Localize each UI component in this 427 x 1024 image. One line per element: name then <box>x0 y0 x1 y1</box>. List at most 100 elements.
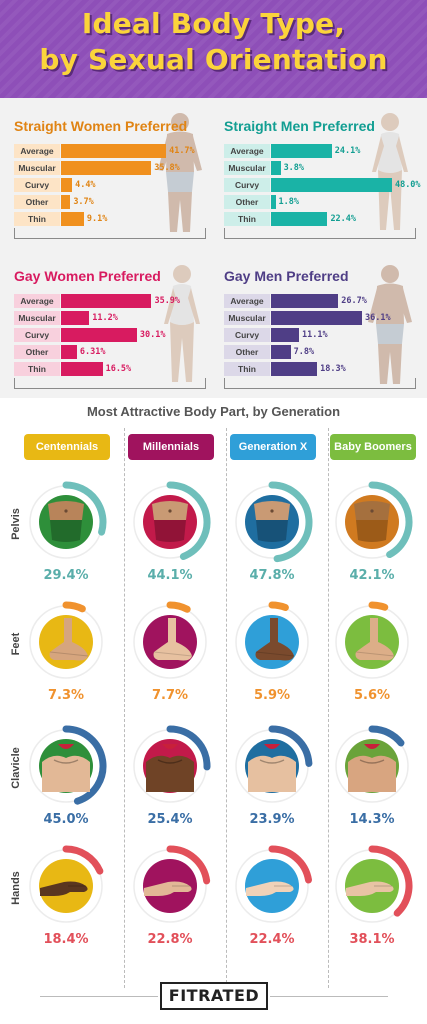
percentage-label: 25.4% <box>147 812 193 827</box>
donut-gauge <box>29 601 103 679</box>
title-line-1: Ideal Body Type, <box>81 7 346 40</box>
pelvis-icon <box>152 501 188 542</box>
bar-row: Thin 22.4% <box>224 212 424 226</box>
gauge-arc <box>368 725 405 747</box>
generation-header: Centennials <box>24 434 110 460</box>
bar <box>61 345 77 359</box>
percentage-label: 5.9% <box>253 688 291 703</box>
clavicle-icon <box>146 744 194 792</box>
value-label: 7.8% <box>293 347 315 357</box>
body-part-label: Hands <box>10 871 22 905</box>
gauge-arc <box>62 601 86 613</box>
page-title: Ideal Body Type, by Sexual Orientation <box>0 6 427 78</box>
gauge-arc <box>166 845 211 885</box>
header-banner <box>0 0 427 98</box>
value-label: 36.1% <box>364 313 391 323</box>
gauge-arc <box>62 725 107 805</box>
bar <box>61 328 137 342</box>
value-label: 18.3% <box>320 364 346 374</box>
foot-icon <box>355 618 395 661</box>
percentage-label: 45.0% <box>43 812 89 827</box>
percentage-label: 18.4% <box>43 932 89 947</box>
gauge-arc <box>166 725 211 771</box>
percentage-label: 7.7% <box>151 688 189 703</box>
category-label: Other <box>224 195 270 209</box>
bar <box>271 195 276 209</box>
logo-divider-right <box>270 996 388 997</box>
body-part-cell: 18.4% <box>24 842 108 952</box>
body-part-cell: 47.8% <box>230 478 314 588</box>
bar-row: Curvy 30.1% <box>14 328 214 342</box>
bar-row: Curvy 11.1% <box>224 328 424 342</box>
column-divider <box>226 428 227 988</box>
value-label: 24.1% <box>334 146 361 156</box>
donut-gauge <box>133 601 207 679</box>
body-part-cell: 23.9% <box>230 722 314 832</box>
bar-chart-panel: Straight Women Preferred Average 41.7% Musc… <box>14 113 214 246</box>
bar <box>271 362 318 376</box>
pelvis-icon <box>354 501 390 542</box>
category-label: Curvy <box>14 328 60 342</box>
donut-gauge <box>335 481 413 559</box>
bar <box>61 362 103 376</box>
hand-icon <box>346 881 394 896</box>
gauge-arc <box>166 601 191 613</box>
donut-gauge <box>133 725 211 803</box>
percentage-label: 7.3% <box>47 688 85 703</box>
clavicle-icon <box>248 744 296 792</box>
category-label: Muscular <box>14 161 60 175</box>
value-label: 11.2% <box>92 313 118 323</box>
category-label: Thin <box>14 362 60 376</box>
bar <box>61 144 167 158</box>
column-divider <box>328 428 329 988</box>
value-label: 1.8% <box>278 197 300 207</box>
panel-title: Gay Men Preferred <box>224 268 349 284</box>
donut-gauge <box>235 725 313 803</box>
gauge-arc <box>368 481 413 559</box>
bar-row: Muscular 35.8% <box>14 161 214 175</box>
category-label: Other <box>14 195 60 209</box>
bar-row: Other 3.7% <box>14 195 214 209</box>
category-label: Other <box>14 345 60 359</box>
gauge-arc <box>268 845 313 884</box>
bar-row: Other 1.8% <box>224 195 424 209</box>
category-label: Muscular <box>14 311 60 325</box>
value-label: 16.5% <box>105 364 132 374</box>
foot-icon <box>255 618 295 661</box>
fitrated-logo: FITRATED <box>160 982 268 1010</box>
bar <box>61 178 73 192</box>
bar-row: Other 7.8% <box>224 345 424 359</box>
body-part-cell: 45.0% <box>24 722 108 832</box>
pelvis-icon <box>48 501 84 542</box>
percentage-label: 29.4% <box>43 568 89 583</box>
donut-gauge <box>29 725 107 805</box>
bar <box>271 294 339 308</box>
percentage-label: 22.8% <box>147 932 193 947</box>
bar <box>61 311 90 325</box>
bar <box>61 195 71 209</box>
title-line-2: by Sexual Orientation <box>39 43 388 76</box>
gauge-arc <box>268 481 313 563</box>
value-label: 22.4% <box>330 214 357 224</box>
bar-row: Curvy 48.0% <box>224 178 424 192</box>
body-part-cell: 5.9% <box>230 598 314 708</box>
category-label: Curvy <box>224 178 270 192</box>
man-silhouette-icon <box>158 113 202 232</box>
category-label: Curvy <box>224 328 270 342</box>
hand-icon <box>246 881 294 896</box>
panel-bracket <box>224 378 416 389</box>
bar <box>271 311 362 325</box>
bar <box>271 345 291 359</box>
value-label: 41.7% <box>169 146 195 156</box>
donut-gauge <box>335 601 409 679</box>
gauge-arc <box>62 481 107 536</box>
body-part-label: Clavicle <box>10 747 22 789</box>
percentage-label: 44.1% <box>147 568 193 583</box>
body-part-cell: 22.8% <box>128 842 212 952</box>
donut-gauge <box>29 845 104 923</box>
panel-bracket <box>14 378 206 389</box>
body-part-cell: 38.1% <box>330 842 414 952</box>
panel-bracket <box>224 228 416 239</box>
value-label: 3.8% <box>283 163 305 173</box>
donut-gauge <box>235 481 313 563</box>
